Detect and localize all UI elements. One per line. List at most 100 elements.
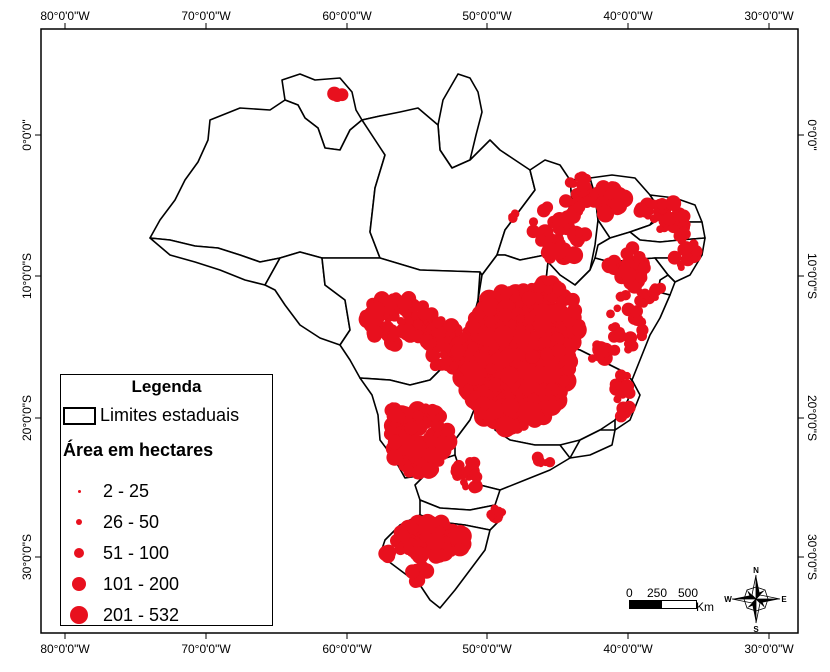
occurrence-point <box>650 283 660 293</box>
occurrence-point <box>498 308 513 323</box>
occurrence-point <box>508 213 515 220</box>
occurrence-point <box>366 324 383 341</box>
legend-class-1: 2 - 25 <box>61 477 149 505</box>
occurrence-point <box>462 483 470 491</box>
occurrence-point <box>387 434 403 450</box>
occurrence-point <box>639 288 651 299</box>
legend-states-row: Limites estaduais <box>63 405 239 426</box>
occurrence-point <box>679 241 693 255</box>
occurrence-point <box>485 363 497 375</box>
tick-lat-20-right: 20°0'0"S <box>805 395 819 441</box>
occurrence-point <box>398 323 416 341</box>
scale-bar: 0 250 500 Km <box>624 586 734 614</box>
occurrence-point <box>607 181 617 190</box>
occurrence-point <box>521 291 537 306</box>
occurrence-point <box>439 350 448 359</box>
occurrence-point <box>411 465 423 478</box>
occurrence-point <box>380 548 396 564</box>
map-frame <box>40 28 799 634</box>
occurrence-point <box>564 177 576 188</box>
occurrence-points <box>327 86 703 588</box>
occurrence-point <box>535 234 548 247</box>
occurrence-point <box>518 420 529 431</box>
occurrence-point <box>407 439 427 459</box>
tick-lon-60-bottom: 60°0'0"W <box>322 642 372 656</box>
tick-lat-10-right: 10°0'0"S <box>805 253 819 299</box>
occurrence-point <box>620 379 635 394</box>
occurrence-point <box>525 349 540 364</box>
legend-class-3-label: 51 - 100 <box>103 542 170 563</box>
occurrence-point <box>607 264 619 275</box>
occurrence-point <box>518 401 540 424</box>
occurrence-point <box>426 532 445 551</box>
occurrence-point <box>417 307 430 321</box>
tick-lon-70-top: 70°0'0"W <box>181 9 231 23</box>
tick-lat-30-right: 30°0'0"S <box>805 534 819 580</box>
tick-lon-40-bottom: 40°0'0"W <box>603 642 653 656</box>
occurrence-point <box>428 547 444 564</box>
occurrence-point <box>639 298 649 308</box>
occurrence-point <box>516 314 525 324</box>
occurrence-point <box>495 416 517 438</box>
occurrence-point <box>665 195 682 212</box>
legend-states-label: Limites estaduais <box>100 405 240 425</box>
occurrence-point <box>613 304 622 313</box>
compass-e: E <box>781 595 787 604</box>
occurrence-point <box>565 292 580 308</box>
tick-lon-40-top: 40°0'0"W <box>603 9 653 23</box>
occurrence-point <box>404 316 414 326</box>
occurrence-point <box>528 217 539 227</box>
compass-s: S <box>753 625 759 633</box>
occurrence-point <box>635 271 648 284</box>
occurrence-point <box>609 197 624 212</box>
occurrence-point <box>544 457 556 468</box>
occurrence-point <box>453 464 462 473</box>
occurrence-point <box>677 209 691 223</box>
occurrence-point <box>515 300 524 309</box>
tick-lat-0-left: 0°0'0" <box>20 119 34 150</box>
occurrence-point <box>634 203 648 217</box>
occurrence-point <box>479 297 500 317</box>
occurrence-point <box>546 291 558 303</box>
scale-label-0: 0 <box>626 586 633 600</box>
compass-rose-icon: N S E W <box>724 566 787 633</box>
occurrence-point <box>673 251 680 259</box>
tick-lon-50-bottom: 50°0'0"W <box>462 642 512 656</box>
scale-label-250: 250 <box>647 586 668 600</box>
occurrence-point <box>537 203 551 218</box>
occurrence-point <box>478 327 498 347</box>
occurrence-point <box>623 339 632 348</box>
occurrence-point <box>556 226 565 236</box>
occurrence-point <box>614 410 628 423</box>
occurrence-point <box>449 361 459 371</box>
occurrence-point <box>467 341 479 353</box>
tick-lon-30-top: 30°0'0"W <box>744 9 794 23</box>
occurrence-point <box>551 343 567 359</box>
tick-lon-70-bottom: 70°0'0"W <box>181 642 231 656</box>
occurrence-point <box>638 261 651 275</box>
occurrence-point <box>562 362 577 376</box>
occurrence-point <box>493 325 514 346</box>
compass-n: N <box>753 566 759 575</box>
occurrence-point <box>680 252 695 267</box>
occurrence-point <box>555 234 564 243</box>
occurrence-point <box>526 224 540 239</box>
occurrence-point <box>407 522 420 535</box>
occurrence-point <box>463 383 474 395</box>
occurrence-point <box>418 513 437 532</box>
occurrence-point <box>656 198 669 210</box>
occurrence-point <box>534 315 552 334</box>
occurrence-point <box>652 212 662 222</box>
occurrence-point <box>404 421 419 435</box>
compass-w: W <box>724 595 732 604</box>
top-longitude-ticks: 80°0'0"W 70°0'0"W 60°0'0"W 50°0'0"W 40°0… <box>40 9 794 29</box>
scale-segment-white <box>662 601 696 608</box>
occurrence-point <box>630 308 641 318</box>
occurrence-point <box>587 354 597 363</box>
occurrence-point <box>449 526 470 547</box>
occurrence-point <box>469 469 481 480</box>
occurrence-point <box>636 324 649 337</box>
occurrence-point <box>532 280 546 294</box>
occurrence-point <box>543 285 553 295</box>
occurrence-point <box>649 199 658 208</box>
